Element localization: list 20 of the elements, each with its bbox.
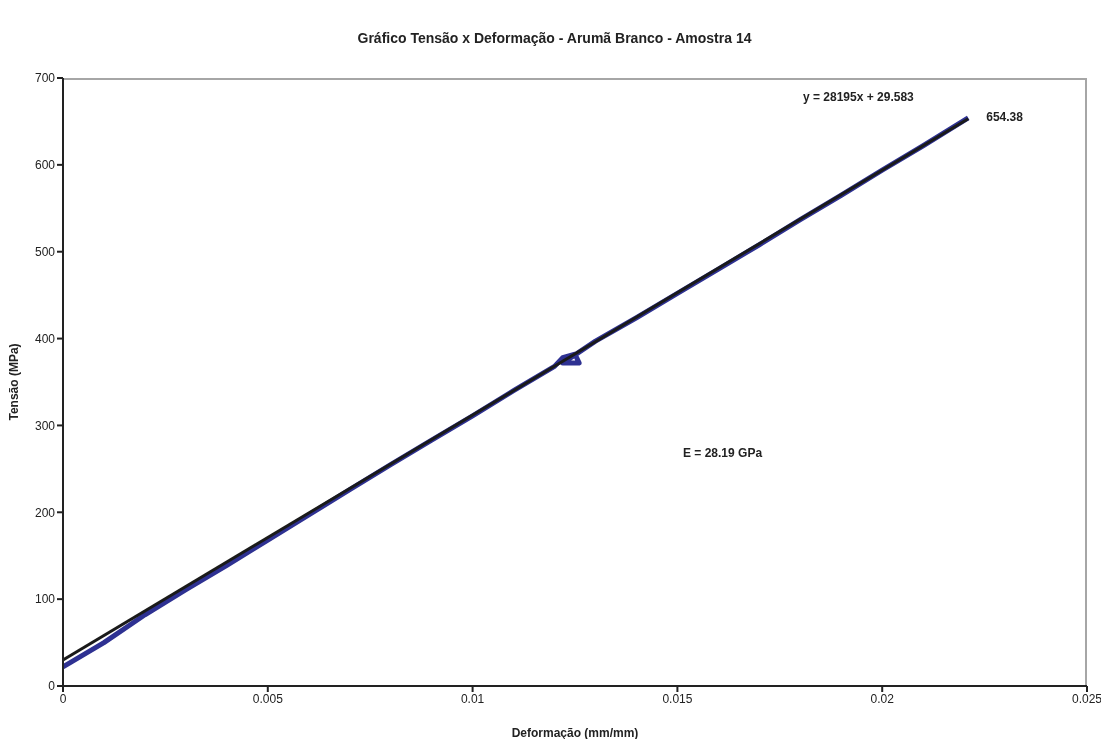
- y-tick-label: 700: [34, 71, 56, 86]
- y-tick-label: 300: [34, 418, 56, 433]
- x-tick-label: 0.01: [460, 691, 485, 706]
- x-axis-title: Deformação (mm/mm): [511, 726, 639, 740]
- x-tick-label: 0.015: [662, 691, 693, 706]
- y-tick-label: 500: [34, 244, 56, 259]
- annotation: E = 28.19 GPa: [683, 446, 763, 460]
- y-tick-label: 400: [34, 331, 56, 346]
- x-tick-label: 0.025: [1071, 691, 1103, 706]
- annotation: y = 28195x + 29.583: [803, 90, 914, 104]
- annotation: 654.38: [986, 109, 1023, 124]
- y-tick-label: 200: [34, 505, 56, 520]
- y-tick-label: 600: [34, 158, 56, 173]
- y-tick-label: 100: [34, 592, 56, 607]
- x-tick-label: 0.005: [252, 691, 284, 706]
- chart-title: Gráfico Tensão x Deformação - Arumã Branco - Amostra 14: [356, 30, 753, 46]
- x-tick-label: 0.02: [870, 691, 895, 706]
- y-axis-title: Tensão (MPa): [7, 343, 22, 421]
- x-tick-label: 0: [59, 691, 67, 706]
- y-tick-label: 0: [48, 679, 56, 694]
